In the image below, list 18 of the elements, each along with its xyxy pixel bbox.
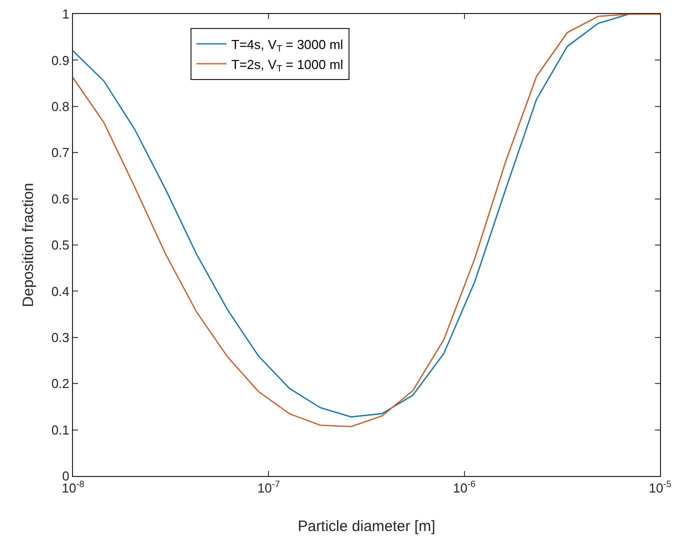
x-tick-label: 10$^{-6}$ [453, 479, 476, 496]
y-tick-label: 0 [62, 468, 70, 484]
y-tick-label: 0.4 [51, 284, 70, 299]
y-tick-label: 0.2 [51, 376, 70, 392]
y-tick-label: 0.3 [51, 330, 70, 345]
y-tick-label: 0.1 [51, 422, 70, 438]
y-axis-title: Deposition fraction [20, 182, 37, 308]
legend-label: T=4s, V$_{T}$ = 3000 ml [231, 36, 344, 54]
x-axis-title: Particle diameter [m] [298, 518, 436, 535]
y-tick-label: 0.6 [51, 191, 70, 206]
x-tick-label: 10$^{-7}$ [257, 479, 280, 496]
y-tick-label: 0.7 [51, 145, 70, 160]
y-tick-label: 0.5 [51, 238, 70, 253]
x-tick-label: 10$^{-5}$ [648, 479, 672, 496]
legend-label: T=2s, V$_{T}$ = 1000 ml [231, 56, 344, 74]
y-tick-label: 0.9 [51, 52, 70, 68]
y-tick-label: 1 [62, 6, 70, 22]
y-tick-label: 0.8 [51, 98, 70, 114]
